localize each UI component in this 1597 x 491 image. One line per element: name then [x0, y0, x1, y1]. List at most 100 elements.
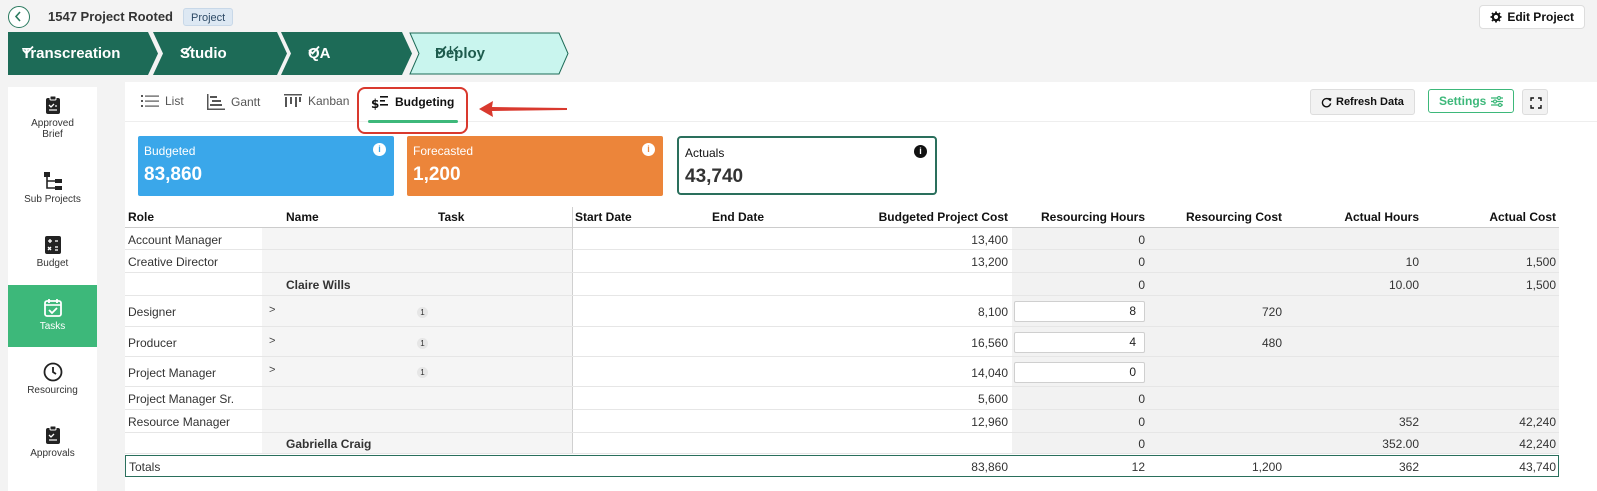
tab-label: List: [165, 94, 184, 108]
budget-cell: 14,040: [971, 366, 1008, 380]
column-header-actual-cost[interactable]: Actual Cost: [1489, 210, 1556, 224]
column-header-name[interactable]: Name: [286, 210, 319, 224]
sidebar-item-approvals[interactable]: Approvals: [8, 425, 97, 465]
table-row[interactable]: Resource Manager 12,960 0 352 42,240: [125, 411, 1559, 433]
refresh-icon: [1321, 97, 1332, 107]
budget-cell: 13,400: [971, 233, 1008, 247]
frozen-column-divider: [572, 207, 573, 453]
workflow-stages: Transcreation Studio QA Deploy: [8, 32, 588, 75]
name-cell: Claire Wills: [286, 278, 351, 292]
column-header-task[interactable]: Task: [438, 210, 465, 224]
totals-label: Totals: [129, 460, 161, 474]
resourcing-hours-cell: 0: [1138, 437, 1145, 451]
card-title: Forecasted: [413, 144, 474, 158]
role-cell: Project Manager: [128, 366, 217, 380]
column-header-actual-hours[interactable]: Actual Hours: [1344, 210, 1419, 224]
table-row[interactable]: Claire Wills 0 10.00 1,500: [125, 274, 1559, 296]
tab-kanban[interactable]: Kanban: [284, 94, 349, 108]
table-row[interactable]: Project Manager Sr. 5,600 0: [125, 388, 1559, 410]
expand-chevron-icon[interactable]: >: [269, 335, 276, 347]
tab-label: Gantt: [231, 95, 261, 109]
fullscreen-button[interactable]: [1522, 89, 1548, 115]
sidebar-item-budget[interactable]: Budget: [8, 235, 97, 275]
tab-list[interactable]: List: [141, 94, 184, 108]
refresh-data-button[interactable]: Refresh Data: [1310, 89, 1415, 115]
budget-cell: 13,200: [971, 255, 1008, 269]
check-icon: [308, 45, 320, 55]
settings-label: Settings: [1439, 94, 1487, 108]
role-cell: Designer: [128, 305, 177, 319]
sidebar-item-sub-projects[interactable]: Sub Projects: [8, 171, 97, 211]
top-bar: 1547 Project Rooted Project Edit Project: [0, 0, 1597, 32]
column-header-budgeted-cost[interactable]: Budgeted Project Cost: [878, 210, 1008, 224]
column-header-role[interactable]: Role: [128, 210, 155, 224]
budget-cell: 8,100: [977, 305, 1008, 319]
sidebar-item-resourcing[interactable]: Resourcing: [8, 362, 97, 402]
edit-project-button[interactable]: Edit Project: [1479, 5, 1585, 29]
table-row[interactable]: Creative Director 13,200 0 10 1,500: [125, 251, 1559, 273]
check-icon: [22, 45, 34, 55]
actuals-card: Actuals 43,740 i: [677, 136, 937, 195]
table-row[interactable]: Account Manager 13,400 0: [125, 229, 1559, 250]
sidebar-item-label: Tasks: [39, 321, 66, 332]
column-header-start-date[interactable]: Start Date: [575, 210, 632, 224]
table-row[interactable]: Project Manager > 1 14,040 0: [125, 358, 1559, 387]
info-icon[interactable]: i: [914, 145, 927, 158]
actual-hours-cell: 352: [1398, 415, 1419, 429]
tab-label: Kanban: [308, 94, 350, 108]
actual-cost-cell: 1,500: [1525, 255, 1556, 269]
card-value: 1,200: [413, 164, 461, 185]
totals-resourcing-hours-cell: 12: [1131, 460, 1145, 474]
stage-transcreation[interactable]: Transcreation: [8, 32, 158, 75]
check-icon: [180, 45, 192, 55]
table-row[interactable]: Gabriella Craig 0 352.00 42,240: [125, 434, 1559, 454]
sidebar-item-label: Brief: [42, 129, 63, 140]
stage-studio[interactable]: Studio: [153, 32, 287, 75]
sidebar-item-approved-brief[interactable]: Approved Brief: [8, 95, 97, 153]
settings-button[interactable]: Settings: [1428, 89, 1515, 113]
forecasted-card: Forecasted 1,200 i: [407, 136, 663, 196]
project-type-badge: Project: [183, 8, 234, 26]
resourcing-hours-cell: 0: [1138, 415, 1145, 429]
expand-chevron-icon[interactable]: >: [269, 364, 276, 376]
gantt-icon: [207, 94, 225, 110]
back-button[interactable]: [8, 6, 30, 28]
stage-qa[interactable]: QA: [281, 32, 412, 75]
column-header-resourcing-hours[interactable]: Resourcing Hours: [1040, 210, 1145, 224]
resourcing-hours-cell: 0: [1138, 392, 1145, 406]
sidebar-item-label: Approvals: [30, 448, 75, 459]
budget-cell: 5,600: [977, 392, 1008, 406]
actual-cost-cell: 1,500: [1525, 278, 1556, 292]
clipboard-icon: [45, 95, 60, 114]
role-cell: Account Manager: [128, 233, 223, 247]
collapse-left-icon[interactable]: [449, 45, 461, 55]
table-row[interactable]: Producer > 1 16,560 4 480: [125, 328, 1559, 357]
task-count-badge: 1: [417, 307, 428, 318]
resourcing-hours-cell: 0: [1138, 233, 1145, 247]
resourcing-hours-input[interactable]: 4: [1014, 332, 1145, 353]
table-row[interactable]: Designer > 1 8,100 8 720: [125, 297, 1559, 327]
tab-budgeting[interactable]: $ Budgeting: [371, 94, 454, 110]
column-header-resourcing-cost[interactable]: Resourcing Cost: [1185, 210, 1282, 224]
info-icon[interactable]: i: [642, 143, 655, 156]
column-header-end-date[interactable]: End Date: [712, 210, 765, 224]
resourcing-hours-cell: 0: [1138, 255, 1145, 269]
sidebar-item-label: Approved: [31, 118, 74, 129]
stage-deploy[interactable]: Deploy: [409, 32, 569, 75]
sidebar-item-label: Resourcing: [27, 385, 78, 396]
dollar-list-icon: $: [371, 96, 388, 110]
actual-hours-cell: 10: [1405, 255, 1419, 269]
sidebar-item-tasks[interactable]: Tasks: [8, 285, 97, 347]
annotation-highlight-box: [357, 87, 468, 134]
info-icon[interactable]: i: [373, 143, 386, 156]
resourcing-hours-input[interactable]: 8: [1014, 301, 1145, 322]
budget-cell: 12,960: [971, 415, 1008, 429]
hierarchy-icon: [43, 172, 62, 190]
resourcing-hours-input[interactable]: 0: [1014, 362, 1145, 383]
clock-icon: [43, 362, 62, 382]
gear-icon: [1490, 11, 1502, 23]
edit-project-label: Edit Project: [1507, 10, 1574, 24]
expand-chevron-icon[interactable]: >: [269, 304, 276, 316]
tab-gantt[interactable]: Gantt: [207, 94, 260, 110]
